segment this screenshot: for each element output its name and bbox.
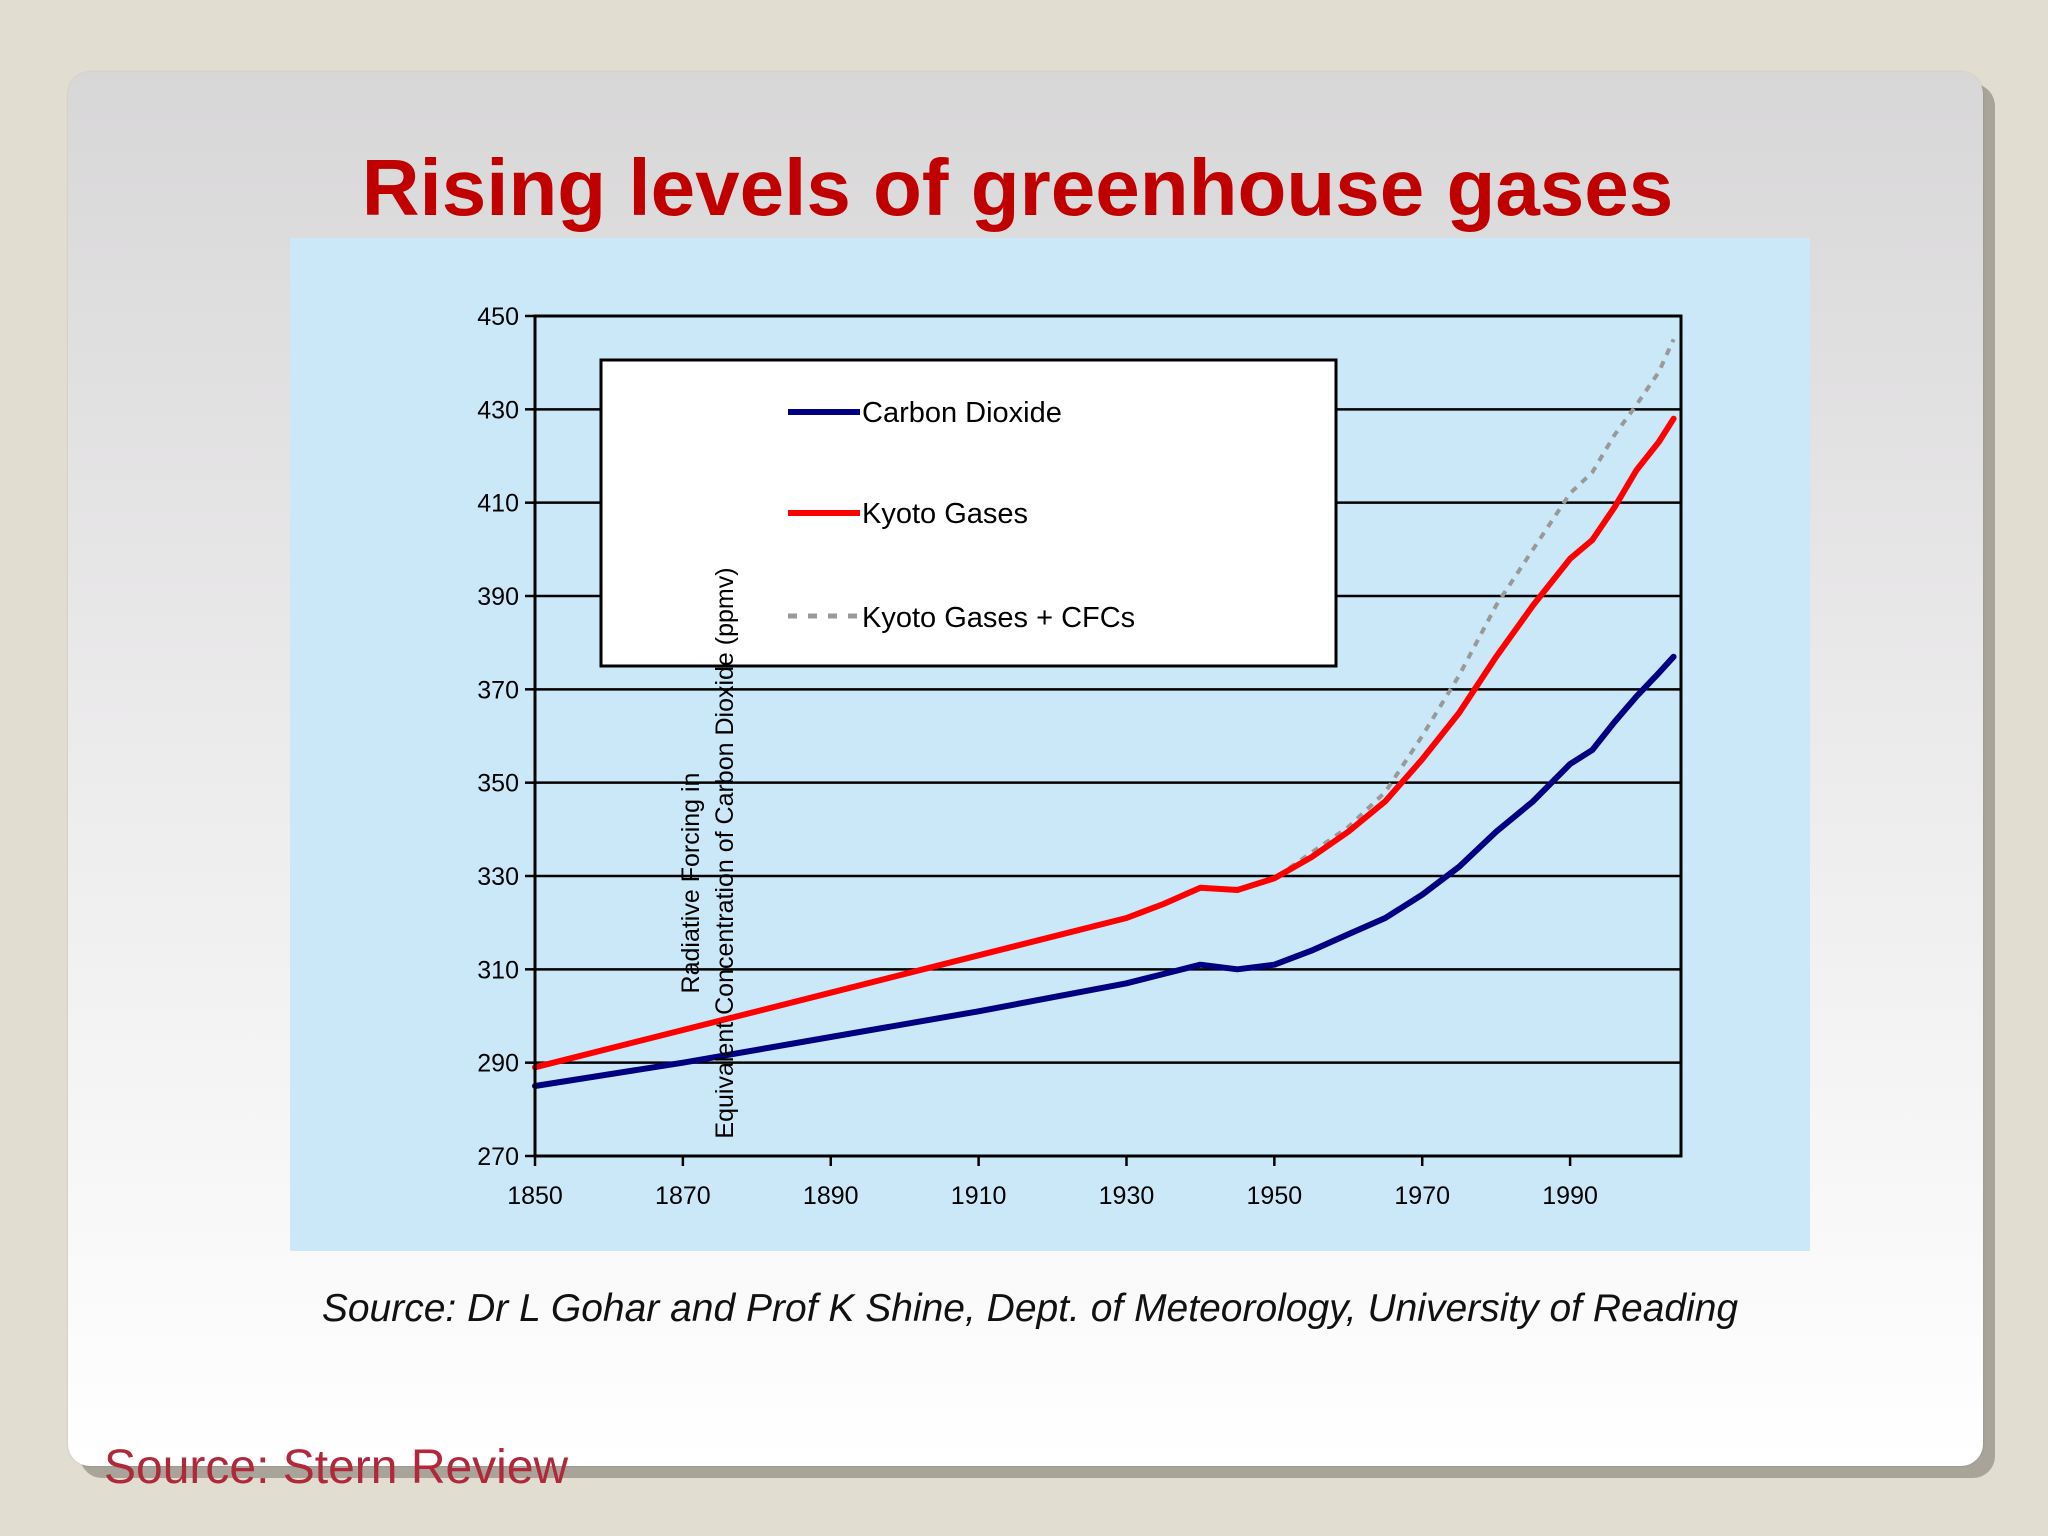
chart-source-caption: Source: Dr L Gohar and Prof K Shine, Dep…: [321, 1287, 1739, 1330]
x-tick-label-1870: 1870: [655, 1182, 711, 1210]
y-tick-label-310: 310: [477, 956, 519, 984]
x-tick-label-1850: 1850: [507, 1182, 563, 1210]
legend-label-carbon-dioxide: Carbon Dioxide: [862, 397, 1062, 429]
chart-series: [532, 338, 1677, 1089]
slide-title: Rising levels of greenhouse gases: [361, 143, 1674, 232]
y-tick-label-370: 370: [477, 676, 519, 704]
y-tick-label-350: 350: [477, 770, 519, 798]
plot-frame: [533, 314, 1683, 1158]
y-tick-label-290: 290: [477, 1050, 519, 1078]
legend: Carbon Dioxide Kyoto Gases Kyoto Gases +…: [599, 358, 1338, 668]
legend-label-kyoto-gases: Kyoto Gases: [862, 498, 1028, 530]
x-tick-label-1950: 1950: [1247, 1182, 1303, 1210]
y-tick-label-450: 450: [477, 303, 519, 331]
x-tick-label-1930: 1930: [1099, 1182, 1155, 1210]
y-tick-label-330: 330: [477, 863, 519, 891]
series-line-kyoto-gases: [532, 415, 1677, 1071]
x-tick-label-1970: 1970: [1394, 1182, 1450, 1210]
chart-axes: 270 290 310 330 350 370 390 410 430 450 1850 1870 18…: [477, 303, 1598, 1210]
y-tick-label-270: 270: [477, 1143, 519, 1171]
chart-panel: 270 290 310 330 350 370 390 410 430 450 1850 1870 18…: [290, 238, 1810, 1251]
x-tick-label-1910: 1910: [951, 1182, 1007, 1210]
y-axis-label-line-1: Radiative Forcing in: [677, 773, 705, 994]
line-chart: 270 290 310 330 350 370 390 410 430 450 1850 1870 18…: [477, 303, 1683, 1210]
slide-source-footer: Source: Stern Review: [104, 1441, 569, 1494]
legend-box: [599, 358, 1338, 668]
x-tick-label-1890: 1890: [803, 1182, 859, 1210]
legend-label-kyoto-gases-cfcs: Kyoto Gases + CFCs: [862, 602, 1135, 634]
y-tick-label-430: 430: [477, 396, 519, 424]
y-tick-label-410: 410: [477, 490, 519, 518]
x-tick-label-1990: 1990: [1542, 1182, 1598, 1210]
y-axis-label-line-2: Equivalent Concentration of Carbon Dioxi…: [711, 567, 739, 1138]
y-tick-label-390: 390: [477, 583, 519, 611]
series-line-carbon-dioxide: [532, 653, 1677, 1089]
